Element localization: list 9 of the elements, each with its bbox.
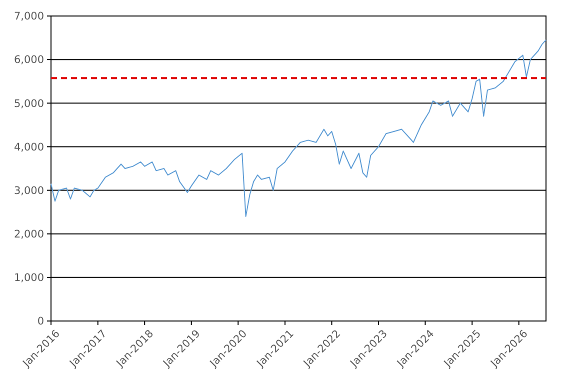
y-tick-label: 5,000 <box>14 98 44 110</box>
y-tick-label: 2,000 <box>14 228 44 241</box>
y-tick-label: 0 <box>37 316 44 328</box>
line-series <box>50 39 546 217</box>
y-tick-label: 7,000 <box>14 10 44 23</box>
y-tick-label: 1,000 <box>14 272 44 284</box>
y-tick-label: 6,000 <box>14 54 44 66</box>
y-tick-label: 4,000 <box>14 141 44 154</box>
y-tick-label: 3,000 <box>14 184 44 197</box>
